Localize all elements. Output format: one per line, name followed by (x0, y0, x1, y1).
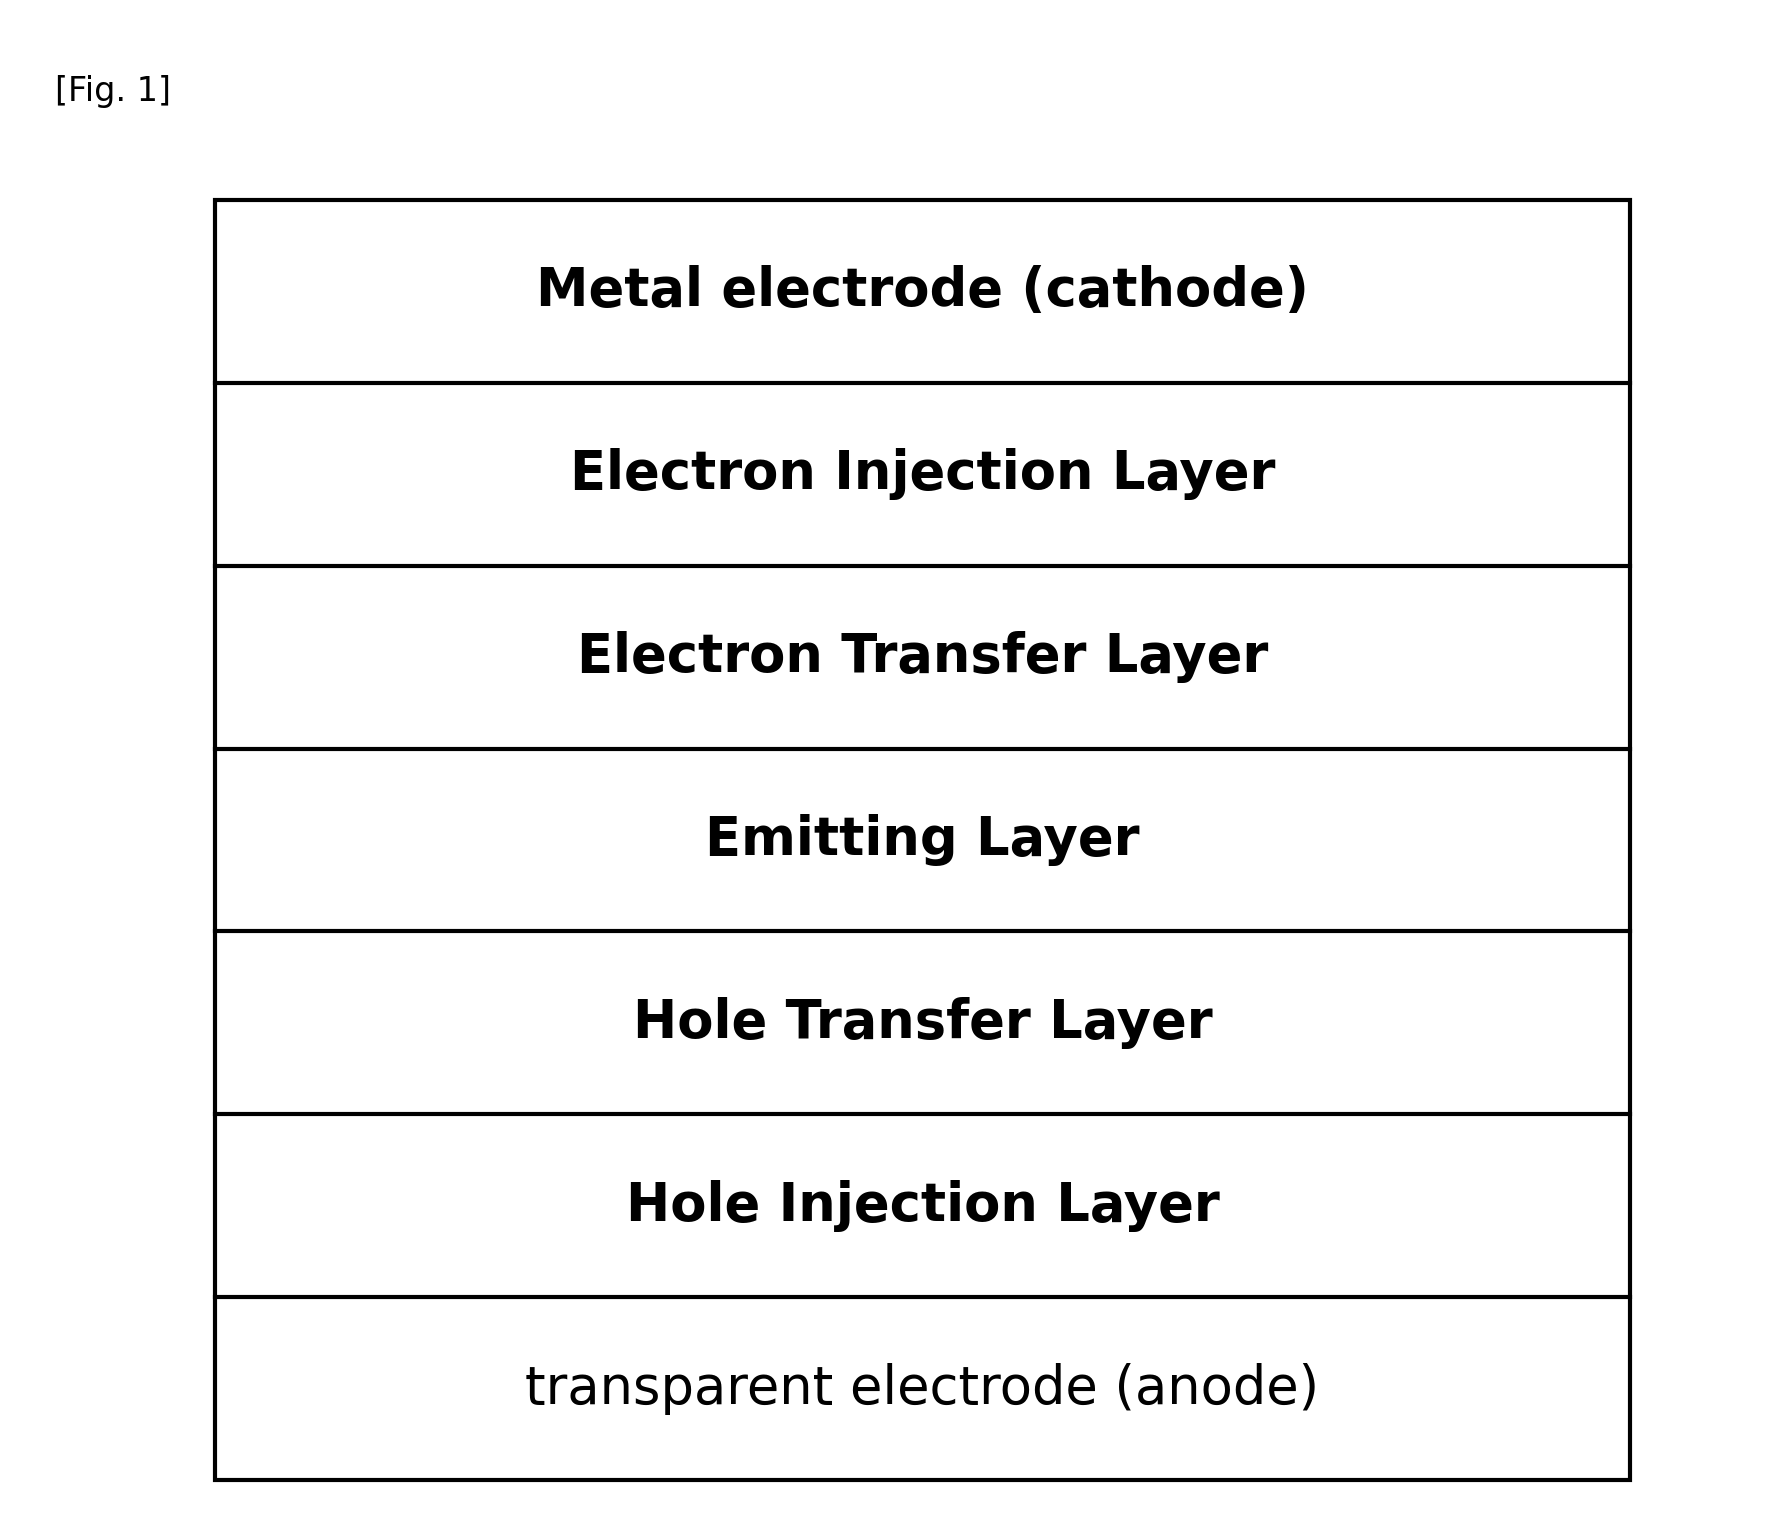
Text: transparent electrode (anode): transparent electrode (anode) (525, 1363, 1320, 1415)
Text: Electron Transfer Layer: Electron Transfer Layer (576, 632, 1269, 684)
Text: Metal electrode (cathode): Metal electrode (cathode) (535, 265, 1309, 317)
Text: Hole Injection Layer: Hole Injection Layer (626, 1180, 1219, 1231)
Text: [Fig. 1]: [Fig. 1] (55, 75, 171, 107)
Bar (216, 199, 1629, 1479)
Text: Hole Transfer Layer: Hole Transfer Layer (633, 996, 1212, 1049)
Text: Emitting Layer: Emitting Layer (705, 814, 1140, 866)
Text: Electron Injection Layer: Electron Injection Layer (569, 448, 1276, 500)
